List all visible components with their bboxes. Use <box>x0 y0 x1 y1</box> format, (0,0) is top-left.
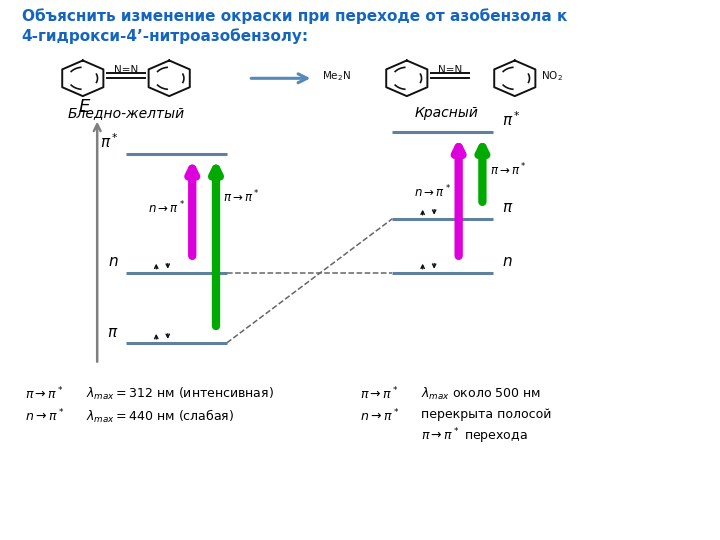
Text: $\pi$: $\pi$ <box>107 325 119 340</box>
Text: $n \rightarrow \pi^*$: $n \rightarrow \pi^*$ <box>148 200 185 216</box>
Text: Красный: Красный <box>415 106 478 120</box>
Text: $n \rightarrow \pi^*$: $n \rightarrow \pi^*$ <box>360 408 400 424</box>
Text: $\pi^*$: $\pi^*$ <box>100 132 119 151</box>
Text: $\pi$: $\pi$ <box>502 200 513 215</box>
Text: $\lambda_{max}$ около 500 нм: $\lambda_{max}$ около 500 нм <box>421 386 541 402</box>
Text: $\pi \rightarrow \pi^*$: $\pi \rightarrow \pi^*$ <box>360 386 399 403</box>
Text: $n \rightarrow \pi^*$: $n \rightarrow \pi^*$ <box>414 184 451 200</box>
Text: $\lambda_{max} = 440$ нм (слабая): $\lambda_{max} = 440$ нм (слабая) <box>86 408 235 425</box>
Text: $\pi \rightarrow \pi^*$ перехода: $\pi \rightarrow \pi^*$ перехода <box>421 427 528 446</box>
Text: N=N: N=N <box>438 65 462 75</box>
Text: $n$: $n$ <box>502 254 513 269</box>
Text: перекрыта полосой: перекрыта полосой <box>421 408 552 421</box>
Text: Me$_2$N: Me$_2$N <box>323 69 351 83</box>
Text: NO$_2$: NO$_2$ <box>541 69 563 83</box>
Text: Бледно-желтый: Бледно-желтый <box>68 106 184 120</box>
Text: $\pi^*$: $\pi^*$ <box>502 110 521 129</box>
Text: $n \rightarrow \pi^*$: $n \rightarrow \pi^*$ <box>25 408 65 424</box>
Text: Объяснить изменение окраски при переходе от азобензола к: Объяснить изменение окраски при переходе… <box>22 8 567 24</box>
Text: $\pi \rightarrow \pi^*$: $\pi \rightarrow \pi^*$ <box>490 162 526 178</box>
Text: N=N: N=N <box>114 65 138 75</box>
Text: $n$: $n$ <box>108 254 119 269</box>
Text: $\lambda_{max} = 312$ нм (интенсивная): $\lambda_{max} = 312$ нм (интенсивная) <box>86 386 274 402</box>
Text: 4-гидрокси-4’-нитроазобензолу:: 4-гидрокси-4’-нитроазобензолу: <box>22 28 309 44</box>
Text: $\pi \rightarrow \pi^*$: $\pi \rightarrow \pi^*$ <box>223 189 260 205</box>
Text: $E$: $E$ <box>78 98 91 116</box>
Text: $\pi \rightarrow \pi^*$: $\pi \rightarrow \pi^*$ <box>25 386 64 403</box>
